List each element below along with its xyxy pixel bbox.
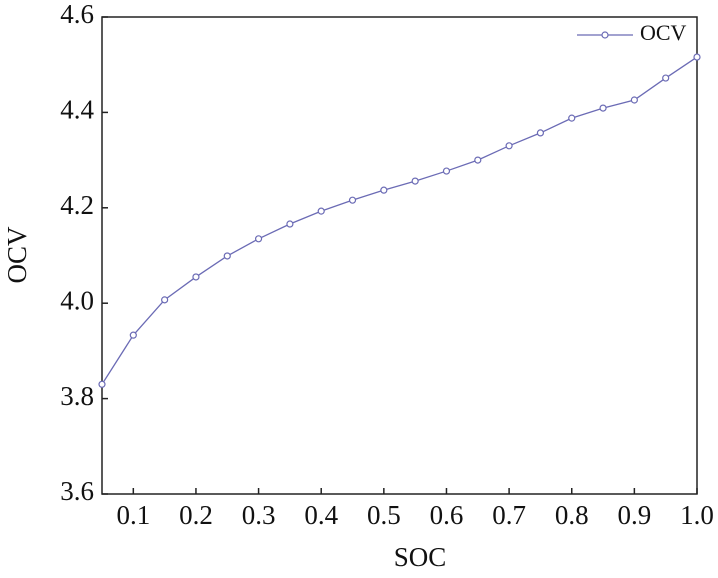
y-axis-label: OCV — [2, 226, 32, 284]
x-tick-label: 0.4 — [304, 500, 338, 530]
point — [380, 186, 388, 194]
point — [317, 207, 325, 215]
plot-frame — [101, 16, 698, 495]
point — [98, 380, 106, 388]
point — [568, 114, 576, 122]
y-tick-label: 4.6 — [60, 0, 94, 29]
point — [411, 177, 419, 185]
legend-label: OCV — [640, 20, 687, 45]
point — [348, 196, 357, 204]
point — [223, 252, 231, 260]
y-tick-label: 3.6 — [60, 476, 94, 506]
point — [254, 235, 263, 243]
x-tick-label: 1.0 — [680, 500, 714, 530]
x-axis-label: SOC — [394, 542, 447, 572]
point — [662, 74, 670, 82]
y-tick-label: 4.4 — [60, 95, 94, 125]
point — [192, 273, 200, 281]
point — [536, 129, 545, 137]
point — [161, 296, 169, 304]
x-tick-label: 0.2 — [179, 500, 213, 530]
point — [693, 53, 701, 61]
series-line — [101, 56, 698, 385]
x-tick-label: 0.6 — [430, 500, 464, 530]
x-tick-label: 0.8 — [555, 500, 589, 530]
x-tick-label: 0.9 — [617, 500, 651, 530]
legend-marker — [601, 31, 609, 39]
x-tick-label: 0.1 — [116, 500, 150, 530]
point — [286, 220, 294, 228]
y-tick-label: 4.2 — [60, 190, 94, 220]
x-tick-label: 0.3 — [242, 500, 276, 530]
point — [630, 96, 638, 104]
point — [442, 167, 451, 175]
y-tick-label: 4.0 — [60, 285, 94, 315]
point — [129, 331, 137, 339]
point — [474, 156, 482, 164]
point — [505, 142, 513, 150]
x-tick-label: 0.5 — [367, 500, 401, 530]
y-tick-label: 3.8 — [60, 381, 94, 411]
point — [599, 104, 607, 112]
x-tick-label: 0.7 — [492, 500, 526, 530]
